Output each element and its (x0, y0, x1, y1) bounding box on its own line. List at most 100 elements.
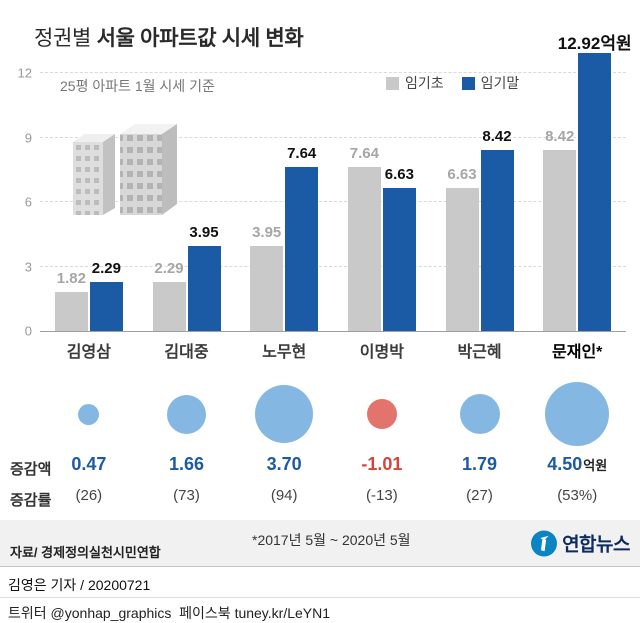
bar-start-6: 8.42 (543, 128, 577, 331)
legend-swatch-end (461, 76, 475, 90)
x-label-1: 김영삼 (66, 344, 111, 361)
amount-row-label: 증감액 (10, 461, 52, 478)
change-circle-cell-4 (333, 399, 431, 429)
x-label-2: 김대중 (164, 344, 209, 361)
title-main: 서울 아파트값 시세 변화 (96, 27, 304, 50)
gridline-9 (40, 136, 626, 138)
amount-cell-4: -1.01 (333, 454, 431, 475)
change-circle-cell-2 (138, 394, 236, 434)
change-circle-cell-6 (528, 382, 626, 446)
x-label-4: 이명박 (359, 344, 404, 361)
footer: 김영은 기자 / 20200721 트위터 @yonhap_graphics 페… (0, 566, 640, 623)
amount-value: -1.01 (361, 454, 403, 474)
social-handles: 트위터 @yonhap_graphics 페이스북 tuney.kr/LeYN1 (8, 605, 331, 621)
page-title: 정권별 서울 아파트값 시세 변화 (34, 22, 304, 52)
change-circle-cell-5 (431, 394, 529, 434)
bar-end-5: 8.42 (480, 128, 514, 331)
bar-value-label: 3.95 (252, 224, 282, 241)
rate-cell-2: (73) (173, 487, 200, 504)
legend-swatch-start (386, 76, 399, 90)
x-label-6: 문재인* (552, 344, 603, 361)
y-tick-3: 3 (24, 259, 32, 274)
bar-start-4: 7.64 (347, 145, 381, 331)
apartment-buildings-illustration (73, 124, 177, 215)
legend-label-end: 임기말 (480, 75, 520, 91)
change-circle-1 (78, 403, 100, 425)
bar-value-label: 8.42 (482, 128, 512, 145)
change-circle-5 (459, 394, 500, 434)
yonhap-logo-icon (531, 530, 558, 556)
change-circle-6 (545, 382, 610, 446)
bar-value-label: 12.92억원 (557, 34, 632, 53)
amount-unit: 억원 (583, 458, 608, 473)
bar-end-1: 2.29 (89, 260, 123, 331)
bar-value-label: 6.63 (447, 166, 477, 183)
chart-grid: 0 3 6 9 12 (18, 66, 626, 339)
bar-value-label: 8.42 (545, 128, 575, 145)
rate-cell-6: (53%) (557, 487, 598, 504)
bar-group-3: 3.95 7.64 (235, 73, 333, 331)
yonhap-wordmark: 연합뉴스 (562, 534, 630, 556)
change-circle-cell-3 (235, 385, 333, 443)
amount-cell-3: 3.70 (235, 454, 333, 475)
rate-cell-3: (94) (270, 487, 298, 504)
bar-value-label: 2.29 (154, 260, 184, 277)
amount-cell-2: 1.66 (138, 454, 236, 475)
rate-cell-5: (27) (466, 487, 493, 504)
amount-value: 3.70 (266, 454, 302, 474)
change-circle-3 (255, 385, 314, 443)
bar-start-2: 2.29 (152, 260, 186, 331)
rate-row-label: 증감률 (10, 492, 52, 509)
bar-start-1: 1.82 (54, 270, 88, 331)
gridline-12 (40, 72, 626, 73)
chart-legend: 임기초 임기말 (386, 73, 519, 93)
rate-values-row: (26) (73) (94) (-13) (27) (53%) (40, 487, 626, 504)
amount-value: 1.79 (462, 454, 498, 474)
x-label-5: 박근혜 (457, 344, 502, 361)
bar-end-6: 12.92억원 (558, 34, 632, 331)
amount-cell-6: 4.50억원 (528, 454, 626, 475)
amount-values-row: 0.47 1.66 3.70 -1.01 1.79 4.50억원 (40, 454, 626, 475)
change-circle-cell-1 (40, 403, 138, 425)
x-label-3: 노무현 (262, 344, 307, 361)
bar-value-label: 7.64 (287, 145, 317, 162)
change-circle-4 (366, 399, 397, 429)
rate-cell-1: (26) (75, 487, 103, 504)
change-circles (40, 372, 626, 456)
byline: 김영은 기자 / 20200721 (8, 577, 151, 593)
bar-groups: 1.82 2.29 2.29 3.95 3.95 7.64 7.64 6.63 6.63 8.42… (40, 34, 632, 331)
amount-cell-5: 1.79 (431, 454, 529, 475)
title-prefix: 정권별 (34, 27, 92, 50)
yonhap-logo: 연합뉴스 (531, 530, 630, 557)
gridline-3 (40, 265, 626, 267)
period-footnote: *2017년 5월 ~ 2020년 5월 (252, 532, 411, 548)
bottom-band: *2017년 5월 ~ 2020년 5월 자료/ 경제정의실천시민연합 연합뉴스 (0, 520, 640, 566)
bar-value-label: 2.29 (91, 260, 121, 277)
bar-start-3: 3.95 (250, 224, 284, 331)
amount-value: 4.50 (547, 454, 583, 474)
bar-start-5: 6.63 (445, 166, 479, 331)
legend-label-start: 임기초 (405, 75, 444, 91)
bar-group-4: 7.64 6.63 (333, 73, 431, 331)
x-axis-labels: 김영삼 김대중 노무현 이명박 박근혜 문재인* (40, 338, 626, 362)
change-circle-2 (167, 394, 206, 434)
footer-divider (0, 597, 640, 598)
bar-group-6: 8.42 12.92억원 (528, 34, 632, 331)
bar-value-label: 6.63 (384, 166, 414, 183)
rate-cell-4: (-13) (366, 487, 398, 504)
y-tick-9: 9 (24, 130, 32, 145)
y-tick-12: 12 (17, 65, 32, 81)
amount-value: 1.66 (168, 454, 205, 474)
y-tick-6: 6 (24, 194, 32, 210)
amount-value: 0.47 (71, 454, 107, 474)
bar-value-label: 1.82 (56, 270, 86, 287)
gridline-6 (40, 201, 626, 202)
bar-group-1: 1.82 2.29 (40, 73, 138, 331)
source-credit: 자료/ 경제정의실천시민연합 (10, 545, 161, 560)
bar-end-4: 6.63 (382, 166, 416, 331)
bar-end-2: 3.95 (187, 224, 221, 331)
bar-group-5: 6.63 8.42 (431, 73, 529, 331)
bar-value-label: 7.64 (349, 145, 379, 162)
y-tick-0: 0 (24, 323, 32, 339)
